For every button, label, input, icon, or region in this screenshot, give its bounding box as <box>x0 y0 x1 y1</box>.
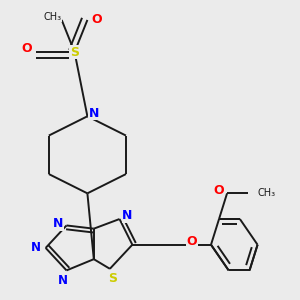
Text: N: N <box>122 209 133 222</box>
Text: CH₃: CH₃ <box>258 188 276 198</box>
Text: O: O <box>21 42 32 56</box>
Text: CH₃: CH₃ <box>43 12 61 22</box>
Text: O: O <box>214 184 224 196</box>
Text: N: N <box>88 106 99 120</box>
Text: S: S <box>109 272 118 285</box>
Text: O: O <box>186 235 197 248</box>
Text: O: O <box>92 14 102 26</box>
Text: N: N <box>58 274 68 286</box>
Text: N: N <box>31 242 41 254</box>
Text: S: S <box>70 46 79 59</box>
Text: N: N <box>53 218 64 230</box>
